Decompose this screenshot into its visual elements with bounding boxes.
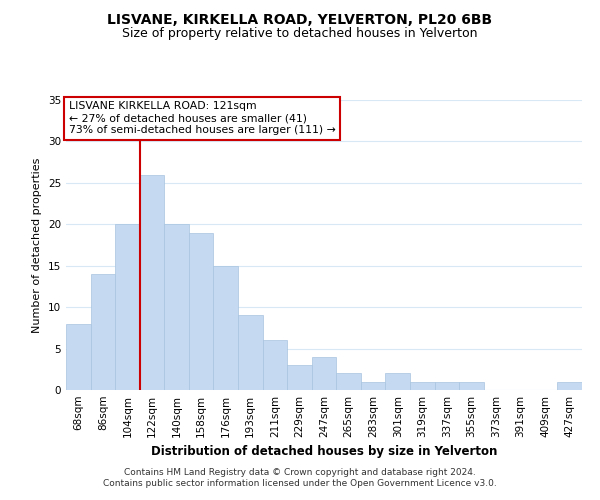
Bar (557, 382, 582, 390)
Bar (66, 324, 91, 390)
Bar (434, 382, 459, 390)
Bar (336, 374, 361, 390)
Bar (91, 274, 115, 390)
Bar (140, 174, 164, 390)
Text: LISVANE KIRKELLA ROAD: 121sqm
← 27% of detached houses are smaller (41)
73% of s: LISVANE KIRKELLA ROAD: 121sqm ← 27% of d… (68, 102, 335, 134)
Bar (263, 340, 287, 390)
Bar (410, 382, 434, 390)
Bar (459, 382, 484, 390)
Text: Size of property relative to detached houses in Yelverton: Size of property relative to detached ho… (122, 28, 478, 40)
X-axis label: Distribution of detached houses by size in Yelverton: Distribution of detached houses by size … (151, 446, 497, 458)
Y-axis label: Number of detached properties: Number of detached properties (32, 158, 43, 332)
Bar (385, 374, 410, 390)
Bar (189, 232, 214, 390)
Text: LISVANE, KIRKELLA ROAD, YELVERTON, PL20 6BB: LISVANE, KIRKELLA ROAD, YELVERTON, PL20 … (107, 12, 493, 26)
Bar (312, 357, 336, 390)
Bar (164, 224, 189, 390)
Bar (361, 382, 385, 390)
Bar (214, 266, 238, 390)
Bar (287, 365, 312, 390)
Text: Contains HM Land Registry data © Crown copyright and database right 2024.
Contai: Contains HM Land Registry data © Crown c… (103, 468, 497, 487)
Bar (115, 224, 140, 390)
Bar (238, 316, 263, 390)
